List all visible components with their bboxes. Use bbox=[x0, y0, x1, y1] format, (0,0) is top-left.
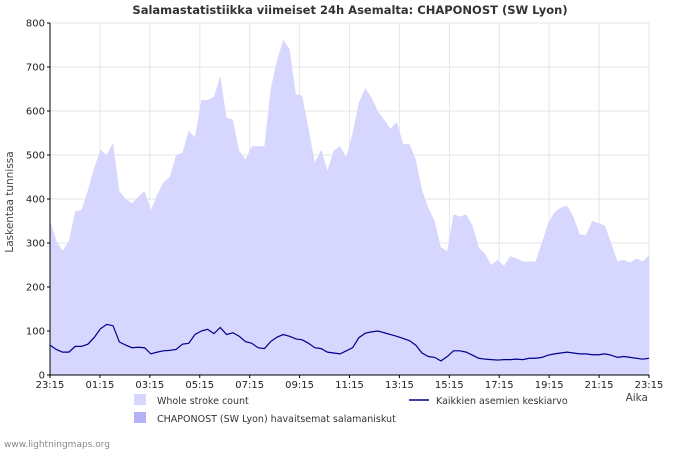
legend: Whole stroke count CHAPONOST (SW Lyon) h… bbox=[134, 394, 568, 425]
x-tick-label: 15:15 bbox=[435, 380, 464, 391]
x-tick-label: 21:15 bbox=[585, 380, 614, 391]
whole-stroke-area bbox=[50, 39, 649, 375]
x-tick-labels: 23:15 01:15 03:15 05:15 07:15 09:15 11:15 13:15… bbox=[36, 375, 664, 391]
x-tick-label: 09:15 bbox=[285, 380, 314, 391]
chart-title: Salamastatistiikka viimeiset 24h Asemalt… bbox=[132, 3, 567, 17]
average-line bbox=[49, 323, 650, 362]
x-tick-label: 13:15 bbox=[385, 380, 414, 391]
x-tick-label: 07:15 bbox=[235, 380, 264, 391]
y-tick-label: 0 bbox=[39, 371, 45, 382]
y-tick-label: 500 bbox=[26, 151, 45, 162]
y-tick-label: 800 bbox=[26, 19, 45, 30]
legend-label-average: Kaikkien asemien keskiarvo bbox=[436, 396, 568, 407]
y-tick-label: 100 bbox=[26, 327, 45, 338]
y-tick-label: 400 bbox=[26, 195, 45, 206]
x-tick-label: 05:15 bbox=[185, 380, 214, 391]
x-tick-label: 11:15 bbox=[335, 380, 364, 391]
legend-swatch-station bbox=[134, 412, 146, 423]
x-tick-label: 19:15 bbox=[535, 380, 564, 391]
legend-label-whole: Whole stroke count bbox=[157, 396, 249, 407]
x-axis-label: Aika bbox=[626, 392, 648, 404]
y-tick-labels: 0 100 200 300 400 500 600 700 800 bbox=[26, 19, 50, 382]
y-tick-label: 300 bbox=[26, 239, 45, 250]
x-tick-label: 03:15 bbox=[135, 380, 164, 391]
y-axis-label: Laskentaa tunnissa bbox=[4, 151, 16, 252]
x-tick-label: 17:15 bbox=[485, 380, 514, 391]
x-tick-label: 01:15 bbox=[86, 380, 115, 391]
x-tick-label: 23:15 bbox=[635, 380, 664, 391]
y-tick-label: 700 bbox=[26, 63, 45, 74]
legend-label-station: CHAPONOST (SW Lyon) havaitsemat salamani… bbox=[157, 414, 396, 425]
legend-swatch-whole bbox=[134, 394, 146, 405]
footer-credit: www.lightningmaps.org bbox=[4, 440, 110, 450]
y-tick-label: 600 bbox=[26, 107, 45, 118]
y-tick-label: 200 bbox=[26, 283, 45, 294]
x-tick-label: 23:15 bbox=[36, 380, 65, 391]
